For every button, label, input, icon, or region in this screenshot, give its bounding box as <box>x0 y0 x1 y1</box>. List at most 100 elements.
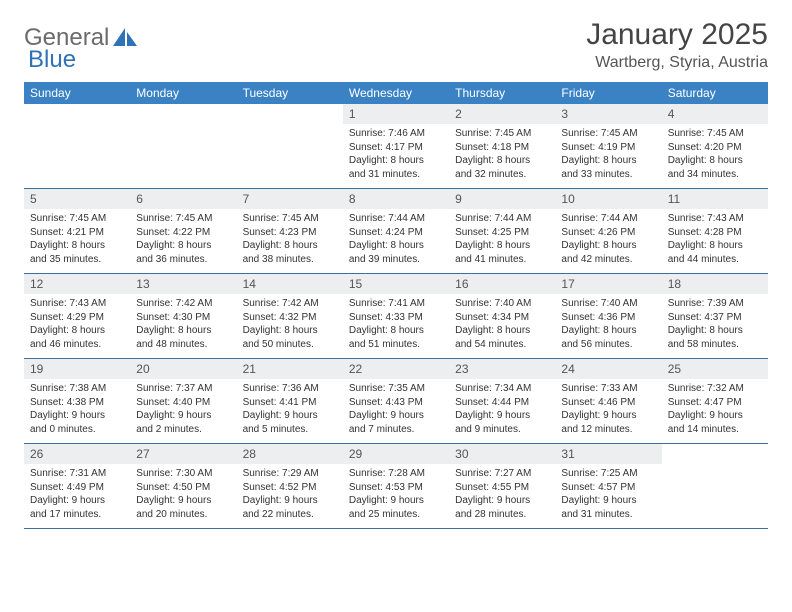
day-body: Sunrise: 7:30 AMSunset: 4:50 PMDaylight:… <box>130 464 236 527</box>
day-line: Sunrise: 7:42 AM <box>136 297 230 311</box>
day-line: Sunset: 4:21 PM <box>30 226 124 240</box>
day-line: Sunset: 4:28 PM <box>668 226 762 240</box>
day-line: and 54 minutes. <box>455 338 549 352</box>
week-row: 1 Sunrise: 7:46 AMSunset: 4:17 PM Daylight… <box>24 104 768 189</box>
day-line: Daylight: 8 hours <box>561 154 655 168</box>
dow-sunday: Sunday <box>24 82 130 104</box>
dow-tuesday: Tuesday <box>237 82 343 104</box>
day-line: Sunset: 4:43 PM <box>349 396 443 410</box>
day-number: 26 <box>24 444 130 464</box>
day-cell: 26Sunrise: 7:31 AMSunset: 4:49 PMDayligh… <box>24 444 130 528</box>
day-cell <box>237 104 343 188</box>
day-body: Sunrise: 7:42 AMSunset: 4:30 PMDaylight:… <box>130 294 236 357</box>
day-line: Daylight: 8 hours <box>243 239 337 253</box>
day-number: 29 <box>343 444 449 464</box>
day-body: Sunrise: 7:31 AMSunset: 4:49 PMDaylight:… <box>24 464 130 527</box>
day-body: Sunrise: 7:45 AMSunset: 4:23 PMDaylight:… <box>237 209 343 272</box>
day-number: 17 <box>555 274 661 294</box>
day-cell: 1Sunrise: 7:46 AMSunset: 4:17 PMDaylight… <box>343 104 449 188</box>
day-line: Daylight: 8 hours <box>30 324 124 338</box>
day-cell <box>24 104 130 188</box>
day-number: 3 <box>555 104 661 124</box>
day-line: Sunset: 4:33 PM <box>349 311 443 325</box>
day-number: 8 <box>343 189 449 209</box>
day-body: Sunrise: 7:44 AMSunset: 4:26 PMDaylight:… <box>555 209 661 272</box>
day-cell: 19Sunrise: 7:38 AMSunset: 4:38 PMDayligh… <box>24 359 130 443</box>
day-number: 28 <box>237 444 343 464</box>
day-cell: 25Sunrise: 7:32 AMSunset: 4:47 PMDayligh… <box>662 359 768 443</box>
day-line: Daylight: 9 hours <box>561 409 655 423</box>
day-cell: 11Sunrise: 7:43 AMSunset: 4:28 PMDayligh… <box>662 189 768 273</box>
day-number: 25 <box>662 359 768 379</box>
dow-monday: Monday <box>130 82 236 104</box>
day-line: Daylight: 9 hours <box>136 494 230 508</box>
day-line: Daylight: 8 hours <box>455 239 549 253</box>
day-line: and 38 minutes. <box>243 253 337 267</box>
day-number: 18 <box>662 274 768 294</box>
day-number: 14 <box>237 274 343 294</box>
day-line: Sunset: 4:24 PM <box>349 226 443 240</box>
title-block: January 2025 Wartberg, Styria, Austria <box>586 18 768 72</box>
day-line: Sunset: 4:38 PM <box>30 396 124 410</box>
day-body: Sunrise: 7:27 AMSunset: 4:55 PMDaylight:… <box>449 464 555 527</box>
week-row: 12Sunrise: 7:43 AMSunset: 4:29 PMDayligh… <box>24 274 768 359</box>
day-line: Sunrise: 7:28 AM <box>349 467 443 481</box>
day-cell: 9Sunrise: 7:44 AMSunset: 4:25 PMDaylight… <box>449 189 555 273</box>
day-line: and 31 minutes. <box>561 508 655 522</box>
day-number: 21 <box>237 359 343 379</box>
day-line: Sunset: 4:41 PM <box>243 396 337 410</box>
day-body: Sunrise: 7:43 AMSunset: 4:28 PMDaylight:… <box>662 209 768 272</box>
dow-thursday: Thursday <box>449 82 555 104</box>
day-number: 6 <box>130 189 236 209</box>
day-line: Sunrise: 7:27 AM <box>455 467 549 481</box>
day-number: 12 <box>24 274 130 294</box>
day-line: Sunrise: 7:41 AM <box>349 297 443 311</box>
day-body: Sunrise: 7:45 AMSunset: 4:21 PMDaylight:… <box>24 209 130 272</box>
day-line: Sunset: 4:53 PM <box>349 481 443 495</box>
day-line: and 7 minutes. <box>349 423 443 437</box>
day-line: Sunrise: 7:46 AM <box>349 127 443 141</box>
dow-row: Sunday Monday Tuesday Wednesday Thursday… <box>24 82 768 104</box>
day-line: Sunset: 4:29 PM <box>30 311 124 325</box>
day-body: Sunrise: 7:44 AMSunset: 4:24 PMDaylight:… <box>343 209 449 272</box>
day-cell: 2Sunrise: 7:45 AMSunset: 4:18 PMDaylight… <box>449 104 555 188</box>
day-line: Sunset: 4:52 PM <box>243 481 337 495</box>
day-line: Sunrise: 7:45 AM <box>136 212 230 226</box>
day-number: 13 <box>130 274 236 294</box>
day-body <box>130 110 236 119</box>
calendar: Sunday Monday Tuesday Wednesday Thursday… <box>24 82 768 529</box>
day-line: Sunset: 4:26 PM <box>561 226 655 240</box>
day-line: Sunset: 4:25 PM <box>455 226 549 240</box>
day-line: Sunset: 4:17 PM <box>349 141 443 155</box>
day-line: Sunset: 4:23 PM <box>243 226 337 240</box>
day-line: and 33 minutes. <box>561 168 655 182</box>
day-line: and 32 minutes. <box>455 168 549 182</box>
day-number: 1 <box>343 104 449 124</box>
day-number: 11 <box>662 189 768 209</box>
day-line: Sunrise: 7:37 AM <box>136 382 230 396</box>
day-body: Sunrise: 7:45 AMSunset: 4:22 PMDaylight:… <box>130 209 236 272</box>
day-cell: 22Sunrise: 7:35 AMSunset: 4:43 PMDayligh… <box>343 359 449 443</box>
day-body: Sunrise: 7:45 AMSunset: 4:18 PMDaylight:… <box>449 124 555 187</box>
day-cell <box>662 444 768 528</box>
day-line: Sunrise: 7:25 AM <box>561 467 655 481</box>
day-line: Sunrise: 7:30 AM <box>136 467 230 481</box>
day-line: Daylight: 9 hours <box>349 494 443 508</box>
day-line: Daylight: 8 hours <box>243 324 337 338</box>
day-line: Daylight: 8 hours <box>349 324 443 338</box>
day-line: Daylight: 8 hours <box>561 239 655 253</box>
day-line: and 39 minutes. <box>349 253 443 267</box>
day-line: and 50 minutes. <box>243 338 337 352</box>
day-line: and 56 minutes. <box>561 338 655 352</box>
day-body: Sunrise: 7:36 AMSunset: 4:41 PMDaylight:… <box>237 379 343 442</box>
day-line: and 44 minutes. <box>668 253 762 267</box>
day-line: Daylight: 8 hours <box>668 239 762 253</box>
day-number: 4 <box>662 104 768 124</box>
day-line: and 2 minutes. <box>136 423 230 437</box>
week-row: 26Sunrise: 7:31 AMSunset: 4:49 PMDayligh… <box>24 444 768 529</box>
day-line: Daylight: 8 hours <box>455 154 549 168</box>
day-line: Sunrise: 7:40 AM <box>561 297 655 311</box>
day-line: Sunrise: 7:44 AM <box>455 212 549 226</box>
day-line: and 0 minutes. <box>30 423 124 437</box>
day-body: Sunrise: 7:35 AMSunset: 4:43 PMDaylight:… <box>343 379 449 442</box>
